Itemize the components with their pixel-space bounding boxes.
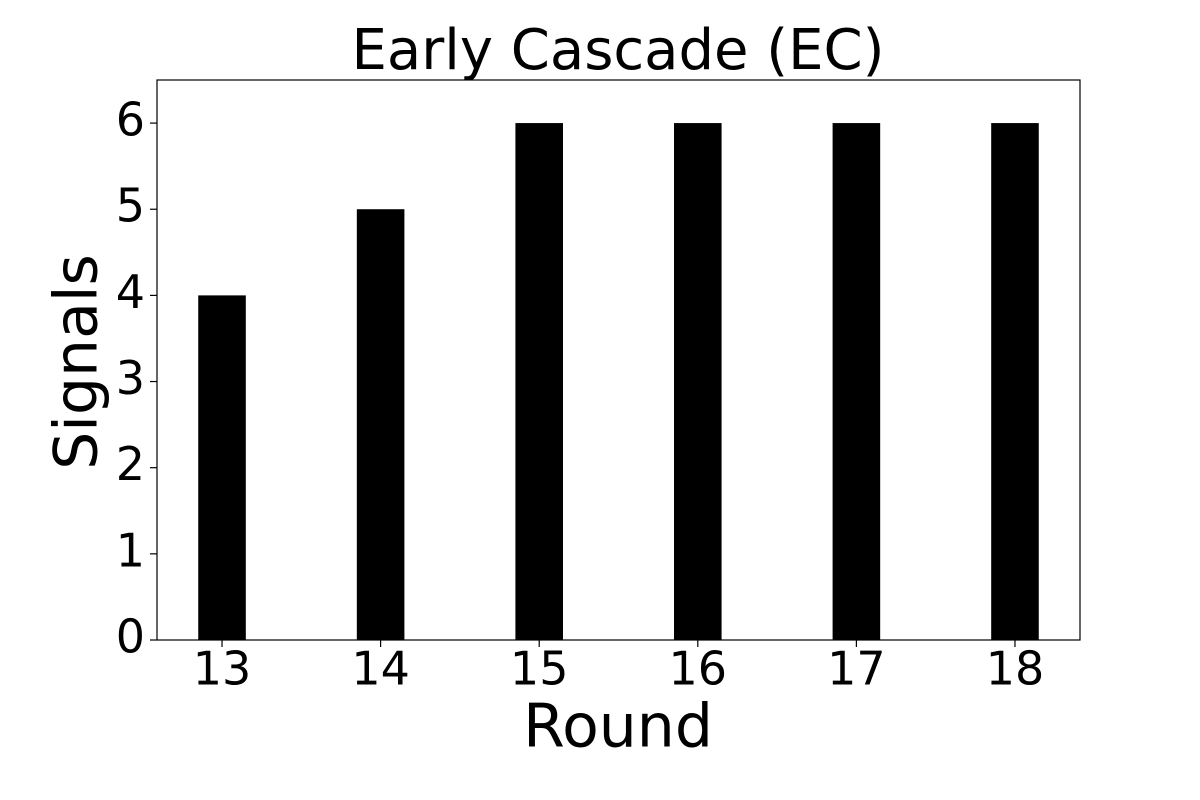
x-axis-label: Round: [523, 692, 713, 762]
y-axis-label: Signals: [42, 254, 112, 470]
plot-frame: [156, 79, 1081, 641]
y-tick-label: 5: [116, 179, 145, 233]
x-tick-label: 16: [669, 642, 728, 696]
bar: [198, 295, 246, 640]
bar: [832, 123, 881, 641]
x-tick-label: 18: [986, 642, 1045, 696]
y-tick-label: 0: [116, 610, 145, 664]
y-tick-label: 3: [116, 351, 145, 405]
y-tick-label: 2: [116, 437, 145, 491]
x-tick-label: 13: [193, 642, 252, 696]
x-tick-label: 15: [510, 642, 569, 696]
bar: [356, 209, 405, 640]
y-tick-label: 4: [116, 265, 145, 319]
y-tick-label: 6: [116, 93, 145, 147]
x-tick-label: 17: [827, 642, 886, 696]
x-tick-label: 14: [351, 642, 410, 696]
y-tick-label: 1: [116, 523, 145, 577]
bar: [515, 123, 563, 641]
bar: [991, 123, 1039, 641]
bar: [674, 123, 722, 641]
chart-title: Early Cascade (EC): [352, 18, 885, 83]
